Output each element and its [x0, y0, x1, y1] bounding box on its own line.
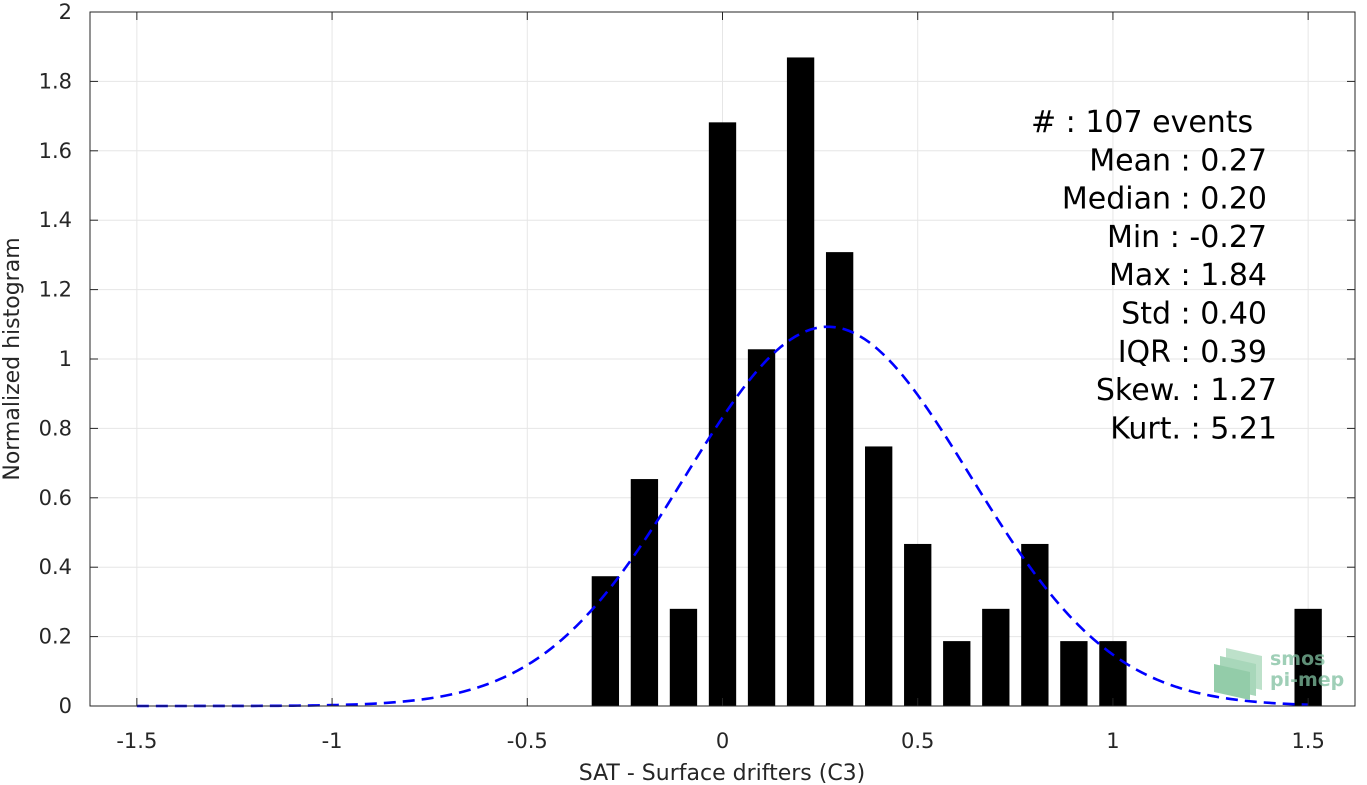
x-tick-label: 1: [1106, 729, 1119, 753]
histogram-bar: [669, 608, 698, 706]
y-tick-label: 0.4: [39, 555, 72, 579]
y-tick-label: 0.8: [39, 416, 72, 440]
histogram-bar: [825, 252, 854, 706]
y-axis-ticks: 0 0.2 0.4 0.6 0.8 1 1.2 1.4 1.6 1.8 2: [39, 0, 1355, 718]
y-tick-label: 0: [59, 694, 72, 718]
histogram-bar: [786, 57, 815, 706]
x-tick-label: -1.5: [116, 729, 157, 753]
logo-mark-front: [1214, 664, 1250, 700]
stat-line: Median : 0.20: [1062, 182, 1267, 217]
histogram-bar: [1099, 641, 1127, 706]
histogram-bar: [1294, 608, 1322, 706]
y-axis-label: Normalized histogram: [0, 237, 25, 480]
x-tick-label: 0.5: [901, 729, 934, 753]
stat-line: Mean : 0.27: [1089, 143, 1267, 178]
smos-pi-mep-logo: smos pi-mep: [1214, 648, 1344, 700]
y-tick-label: 1.6: [39, 139, 72, 163]
histogram-bar: [747, 349, 776, 706]
histogram-bar: [708, 122, 737, 706]
x-tick-label: 0: [716, 729, 729, 753]
stat-line: # : 107 events: [1031, 105, 1253, 140]
stat-line: Min : -0.27: [1107, 220, 1267, 255]
stat-line: IQR : 0.39: [1118, 335, 1267, 370]
bar-series: [591, 57, 1322, 706]
stat-line: Kurt. : 5.21: [1110, 411, 1277, 446]
y-tick-label: 0.6: [39, 486, 72, 510]
histogram-bar: [865, 446, 893, 706]
histogram-bar: [1021, 543, 1049, 706]
logo-text-line2: pi-mep: [1270, 669, 1344, 691]
histogram-bar: [904, 543, 932, 706]
x-tick-label: -0.5: [507, 729, 548, 753]
stat-line: Skew. : 1.27: [1096, 373, 1277, 408]
histogram-bar: [982, 608, 1010, 706]
histogram-bar: [1060, 641, 1088, 706]
x-tick-label: -1: [322, 729, 343, 753]
logo-text-line1: smos: [1270, 648, 1325, 670]
stat-line: Max : 1.84: [1109, 258, 1267, 293]
histogram-bar: [591, 576, 620, 706]
y-tick-label: 1.2: [39, 278, 72, 302]
histogram-bar: [943, 641, 971, 706]
x-axis-ticks: -1.5 -1 -0.5 0 0.5 1 1.5: [116, 12, 1325, 753]
y-tick-label: 2: [59, 0, 72, 24]
histogram-bar: [630, 479, 659, 706]
stat-line: Std : 0.40: [1121, 297, 1267, 332]
y-tick-label: 1.4: [39, 208, 72, 232]
y-tick-label: 1: [59, 347, 72, 371]
x-axis-label: SAT - Surface drifters (C3): [579, 761, 866, 785]
y-tick-label: 1.8: [39, 69, 72, 93]
y-tick-label: 0.2: [39, 625, 72, 649]
x-tick-label: 1.5: [1291, 729, 1324, 753]
